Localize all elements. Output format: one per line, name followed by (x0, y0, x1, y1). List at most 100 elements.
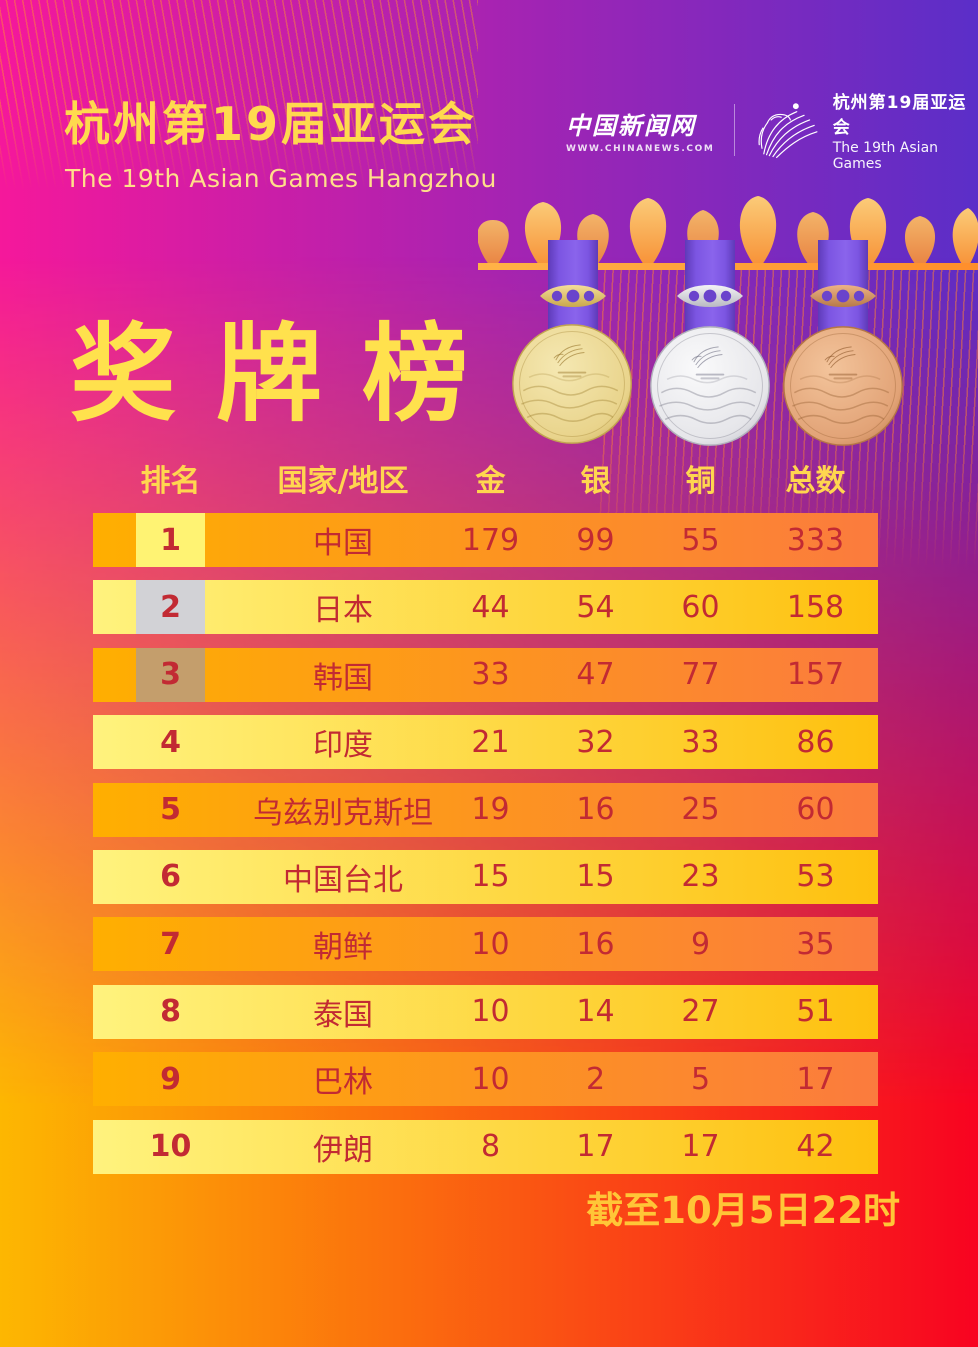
rank-badge: 1 (136, 513, 205, 567)
silver-count: 17 (576, 1129, 615, 1165)
bronze-count: 77 (681, 657, 720, 693)
rank-badge: 7 (136, 917, 205, 971)
poster-title-en: The 19th Asian Games Hangzhou (65, 164, 497, 193)
gold-count: 21 (471, 724, 510, 760)
chinanews-wordmark: 中国新闻网 (566, 111, 696, 140)
table-header-row: 排名 国家/地区 金 银 铜 总数 (93, 452, 878, 504)
table-row: 10 伊朗 8 17 17 42 (93, 1119, 878, 1174)
rank-badge: 10 (136, 1120, 205, 1174)
gold-count: 10 (471, 1061, 510, 1097)
bronze-count: 9 (690, 926, 711, 962)
silver-count: 32 (576, 724, 615, 760)
total-count: 51 (796, 994, 835, 1030)
total-count: 60 (796, 792, 835, 828)
rank-value: 10 (149, 1129, 192, 1165)
gold-medal-icon (510, 322, 634, 446)
rank-value: 7 (160, 926, 181, 962)
table-row: 9 巴林 10 2 5 17 (93, 1052, 878, 1107)
page-title: 奖牌榜 (70, 313, 508, 436)
bronze-count: 60 (681, 589, 720, 625)
header-total: 总数 (785, 464, 846, 499)
country-name: 乌兹别克斯坦 (253, 795, 433, 831)
cutoff-time-note: 截至10月5日22时 (586, 1189, 900, 1232)
bronze-count: 5 (690, 1061, 711, 1097)
rank-value: 2 (160, 589, 181, 625)
gold-count: 10 (471, 926, 510, 962)
bronze-medal-icon (781, 324, 905, 448)
total-count: 53 (796, 859, 835, 895)
bronze-count: 27 (681, 994, 720, 1030)
total-count: 157 (786, 657, 845, 693)
table-row: 8 泰国 10 14 27 51 (93, 984, 878, 1039)
silver-count: 14 (576, 994, 615, 1030)
country-name: 伊朗 (313, 1132, 373, 1168)
total-count: 158 (786, 589, 845, 625)
rank-badge: 6 (136, 850, 205, 904)
total-count: 42 (796, 1129, 835, 1165)
rank-value: 6 (160, 859, 181, 895)
country-name: 中国 (313, 526, 373, 561)
table-row: 4 印度 21 32 33 86 (93, 715, 878, 770)
rank-value: 1 (160, 522, 181, 558)
rank-value: 3 (160, 657, 181, 693)
rank-badge: 5 (136, 783, 205, 837)
silver-medal-icon (648, 324, 772, 448)
header-country: 国家/地区 (277, 464, 409, 499)
total-count: 35 (796, 926, 835, 962)
country-name: 日本 (313, 593, 373, 629)
silver-count: 54 (576, 589, 615, 625)
country-name: 朝鲜 (313, 930, 373, 966)
header-silver: 银 (580, 464, 611, 499)
country-name: 印度 (313, 728, 373, 764)
silver-count: 16 (576, 926, 615, 962)
gold-count: 10 (471, 994, 510, 1030)
medal-table-body: 1 中国 179 99 55 333 2 日本 44 54 60 158 3 韩… (93, 513, 878, 1187)
brand-block: 中国新闻网 WWW.CHINANEWS.COM (566, 93, 978, 172)
bronze-count: 17 (681, 1129, 720, 1165)
table-row: 6 中国台北 15 15 23 53 (93, 849, 878, 904)
gold-clasp-icon (537, 283, 609, 309)
bronze-count: 33 (681, 724, 720, 760)
table-row: 2 日本 44 54 60 158 (93, 580, 878, 635)
rank-badge: 4 (136, 715, 205, 769)
asian-games-logo: 杭州第19届亚运会 The 19th Asian Games (751, 88, 978, 172)
total-count: 333 (786, 522, 845, 558)
games-logo-text-cn: 杭州第19届亚运会 (832, 93, 967, 138)
rank-value: 8 (160, 994, 181, 1030)
silver-count: 99 (576, 522, 615, 558)
country-name: 泰国 (313, 997, 373, 1033)
table-row: 3 韩国 33 47 77 157 (93, 647, 878, 702)
header-gold: 金 (475, 464, 506, 499)
gold-count: 8 (480, 1129, 501, 1165)
gold-count: 15 (471, 859, 510, 895)
silver-count: 2 (585, 1061, 606, 1097)
chinanews-url: WWW.CHINANEWS.COM (566, 144, 715, 154)
gold-count: 19 (471, 792, 510, 828)
bronze-count: 25 (681, 792, 720, 828)
silver-count: 15 (576, 859, 615, 895)
header-bronze: 铜 (685, 464, 716, 499)
bronze-count: 55 (681, 522, 720, 558)
sun-dot-icon (793, 103, 800, 110)
table-row: 1 中国 179 99 55 333 (93, 513, 878, 567)
rank-value: 4 (160, 724, 181, 760)
total-count: 17 (796, 1061, 835, 1097)
gold-count: 44 (471, 589, 510, 625)
country-name: 韩国 (313, 660, 373, 696)
silver-clasp-icon (674, 283, 746, 309)
poster-title-cn: 杭州第19届亚运会 (64, 97, 478, 151)
rank-badge: 8 (136, 985, 205, 1039)
chinanews-logo: 中国新闻网 WWW.CHINANEWS.COM (566, 106, 714, 154)
bronze-clasp-icon (807, 283, 879, 309)
gold-count: 33 (471, 657, 510, 693)
total-count: 86 (796, 724, 835, 760)
rank-badge: 2 (136, 580, 205, 635)
rank-value: 5 (160, 792, 181, 828)
games-logo-text-en: The 19th Asian Games (832, 140, 939, 172)
header-rank: 排名 (140, 464, 201, 499)
bronze-count: 23 (681, 859, 720, 895)
country-name: 中国台北 (283, 862, 403, 898)
rank-badge: 3 (136, 647, 205, 702)
rank-badge: 9 (136, 1052, 205, 1106)
